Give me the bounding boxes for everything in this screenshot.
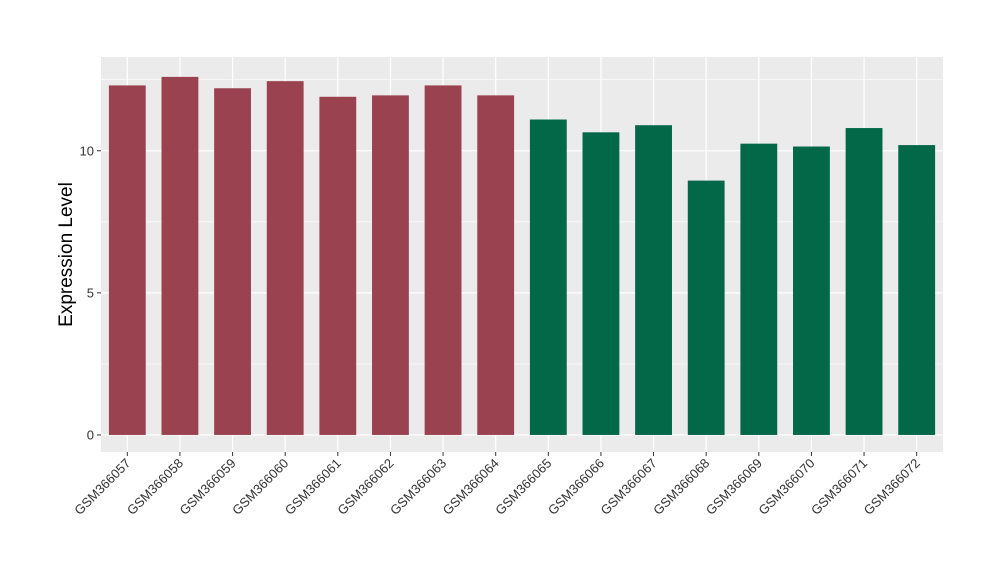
- bar-GSM366062: [372, 95, 409, 435]
- bar-GSM366071: [845, 128, 883, 435]
- bar-GSM366069: [740, 143, 778, 435]
- bar-GSM366072: [898, 145, 936, 435]
- bar-GSM366059: [214, 88, 251, 435]
- bar-GSM366063: [424, 85, 462, 435]
- bar-GSM366066: [582, 132, 620, 435]
- bar-GSM366060: [266, 81, 304, 435]
- y-axis-title: Expression Level: [56, 182, 77, 327]
- bar-GSM366070: [793, 146, 830, 435]
- bar-GSM366058: [161, 76, 199, 435]
- y-tick-label: 5: [87, 285, 94, 300]
- bar-GSM366057: [108, 85, 146, 435]
- x-tick-label: GSM366072: [861, 456, 923, 518]
- bar-GSM366068: [687, 180, 725, 435]
- bar-GSM366065: [529, 119, 567, 435]
- x-axis: GSM366057GSM366058GSM366059GSM366060GSM3…: [71, 452, 923, 518]
- bar-GSM366061: [319, 96, 357, 435]
- y-tick-label: 10: [80, 143, 94, 158]
- y-tick-label: 0: [87, 427, 94, 442]
- bar-GSM366067: [635, 125, 672, 435]
- bars: [108, 76, 936, 435]
- bar-GSM366064: [477, 95, 515, 435]
- y-axis: 0 5 10: [80, 143, 101, 442]
